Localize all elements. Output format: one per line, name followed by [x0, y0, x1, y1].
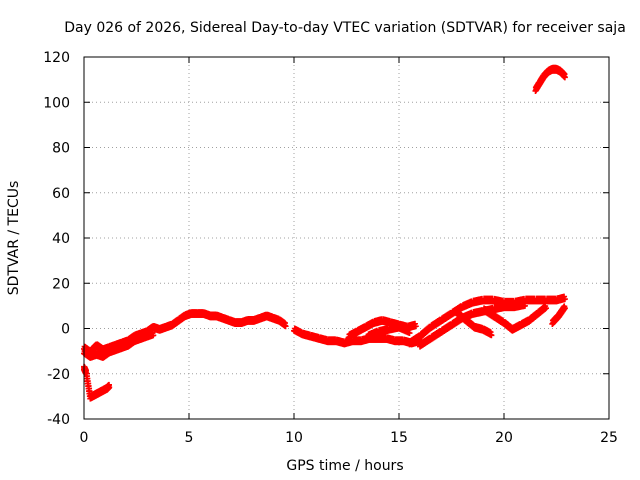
data-point: [150, 332, 157, 339]
chart-title: Day 026 of 2026, Sidereal Day-to-day VTE…: [64, 20, 626, 36]
data-point: [543, 305, 549, 312]
data-point: [561, 74, 568, 81]
y-axis-label: SDTVAR / TECUs: [6, 181, 22, 296]
y-tick-label: 80: [52, 141, 70, 157]
y-tick-label: -40: [47, 412, 70, 428]
data-point: [405, 326, 412, 333]
y-tick-label: 120: [43, 50, 70, 66]
data-points: [81, 64, 568, 402]
data-point: [282, 323, 289, 330]
y-tick-label: 60: [52, 186, 70, 202]
x-tick-label: 5: [185, 430, 194, 446]
data-point: [561, 296, 568, 303]
y-tick-label: 20: [52, 276, 70, 292]
grid-lines: [84, 57, 609, 419]
data-point: [106, 384, 113, 391]
x-tick-label: 10: [285, 430, 303, 446]
data-point: [488, 332, 495, 339]
data-point: [561, 305, 568, 312]
x-axis-label: GPS time / hours: [286, 458, 403, 474]
data-point: [406, 330, 413, 337]
y-tick-label: -20: [47, 367, 70, 383]
x-tick-label: 20: [495, 430, 513, 446]
tick-labels: 0 5 10 15 20 25 -40 -20 0 20 40 60 80 100 120: [43, 50, 618, 446]
x-tick-label: 15: [390, 430, 408, 446]
data-point: [522, 302, 528, 309]
x-tick-label: 0: [80, 430, 89, 446]
y-tick-label: 100: [43, 95, 70, 111]
plot-frame: [83, 56, 610, 420]
data-point: [487, 329, 494, 336]
y-tick-label: 40: [52, 231, 70, 247]
y-tick-label: 0: [61, 322, 70, 338]
x-tick-label: 25: [600, 430, 618, 446]
data-point: [412, 323, 419, 330]
